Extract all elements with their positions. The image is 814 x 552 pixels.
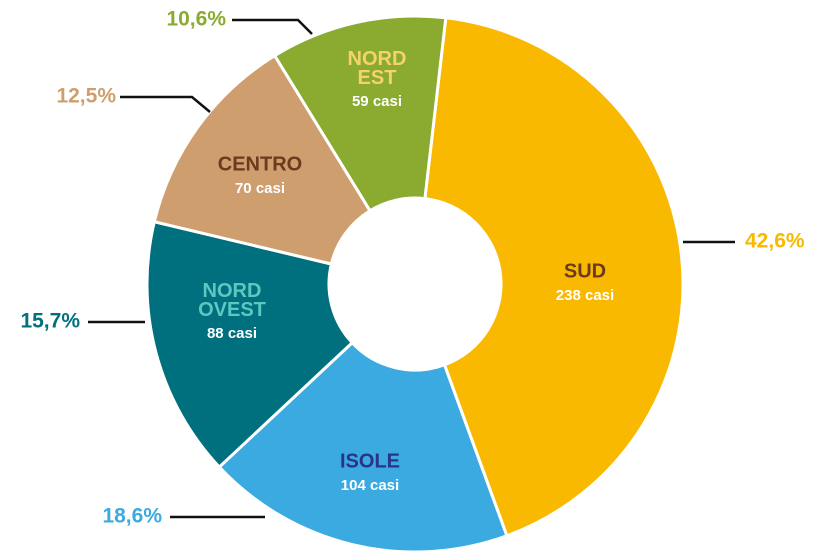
category-label: CENTRO bbox=[218, 153, 302, 175]
category-label: SUD bbox=[564, 260, 606, 282]
case-label: 104 casi bbox=[341, 477, 399, 494]
value-label: 15,7% bbox=[20, 310, 80, 333]
category-label: NORD EST bbox=[348, 48, 407, 89]
value-label: 42,6% bbox=[745, 230, 805, 253]
leader-line bbox=[120, 95, 211, 113]
donut-slice bbox=[423, 16, 685, 538]
value-label: 10,6% bbox=[166, 8, 226, 31]
case-label: 70 casi bbox=[235, 180, 285, 197]
category-label: NORD OVEST bbox=[198, 280, 266, 321]
donut-slice bbox=[145, 219, 355, 470]
category-label: ISOLE bbox=[340, 450, 400, 472]
case-label: 88 casi bbox=[207, 325, 257, 342]
donut-slice bbox=[272, 14, 448, 213]
value-label: 18,6% bbox=[102, 505, 162, 528]
leader-line bbox=[232, 18, 313, 35]
donut-slice bbox=[152, 53, 373, 266]
case-label: 238 casi bbox=[556, 287, 614, 304]
case-label: 59 casi bbox=[352, 93, 402, 110]
value-label: 12,5% bbox=[56, 85, 116, 108]
